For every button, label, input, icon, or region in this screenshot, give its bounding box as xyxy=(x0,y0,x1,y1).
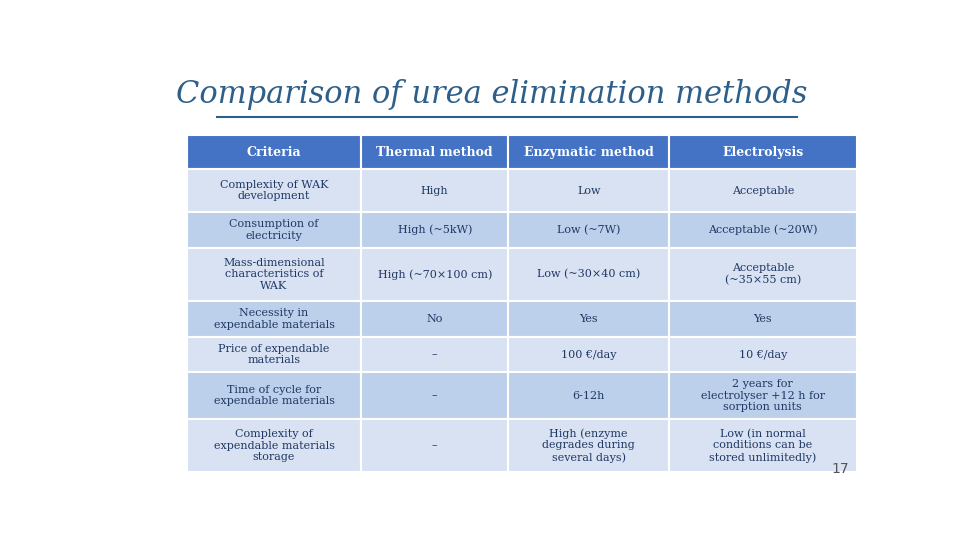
Bar xyxy=(669,419,856,472)
Bar xyxy=(187,419,361,472)
Bar xyxy=(669,136,856,169)
Text: Mass-dimensional
characteristics of
WAK: Mass-dimensional characteristics of WAK xyxy=(223,258,324,291)
Bar xyxy=(361,373,509,419)
Text: –: – xyxy=(432,390,438,401)
Text: 10 €/day: 10 €/day xyxy=(738,349,787,360)
Bar xyxy=(509,136,669,169)
Text: High (~5kW): High (~5kW) xyxy=(397,225,472,235)
Bar xyxy=(361,419,509,472)
Bar xyxy=(509,337,669,373)
Text: Yes: Yes xyxy=(580,314,598,324)
Text: 2 years for
electrolyser +12 h for
sorption units: 2 years for electrolyser +12 h for sorpt… xyxy=(701,379,825,412)
Bar xyxy=(187,248,361,301)
Text: Comparison of urea elimination methods: Comparison of urea elimination methods xyxy=(177,79,807,110)
Bar xyxy=(669,248,856,301)
Bar xyxy=(361,169,509,212)
Bar xyxy=(187,169,361,212)
Bar xyxy=(509,248,669,301)
Bar xyxy=(361,136,509,169)
Text: Complexity of WAK
development: Complexity of WAK development xyxy=(220,180,328,201)
Text: High: High xyxy=(420,186,448,195)
Text: Low: Low xyxy=(577,186,600,195)
Text: High (enzyme
degrades during
several days): High (enzyme degrades during several day… xyxy=(542,428,636,463)
Bar xyxy=(361,337,509,373)
Bar xyxy=(669,212,856,248)
Text: Acceptable: Acceptable xyxy=(732,186,794,195)
Text: Thermal method: Thermal method xyxy=(376,146,493,159)
Bar xyxy=(669,169,856,212)
Text: 17: 17 xyxy=(831,462,849,476)
Bar xyxy=(361,212,509,248)
Bar xyxy=(187,301,361,337)
Text: High (~70×100 cm): High (~70×100 cm) xyxy=(377,269,492,280)
Bar xyxy=(669,373,856,419)
Bar xyxy=(669,337,856,373)
Bar xyxy=(187,337,361,373)
Bar xyxy=(669,301,856,337)
Text: Low (~30×40 cm): Low (~30×40 cm) xyxy=(537,269,640,280)
Bar xyxy=(509,373,669,419)
Bar xyxy=(361,301,509,337)
Bar xyxy=(187,136,361,169)
Text: Complexity of
expendable materials
storage: Complexity of expendable materials stora… xyxy=(213,429,334,462)
Text: Low (~7W): Low (~7W) xyxy=(557,225,620,235)
Text: 6-12h: 6-12h xyxy=(572,390,605,401)
Text: –: – xyxy=(432,441,438,450)
Text: Enzymatic method: Enzymatic method xyxy=(524,146,654,159)
Text: 100 €/day: 100 €/day xyxy=(561,349,616,360)
Bar xyxy=(509,212,669,248)
Bar xyxy=(509,419,669,472)
Text: Price of expendable
materials: Price of expendable materials xyxy=(218,344,329,366)
Text: Low (in normal
conditions can be
stored unlimitedly): Low (in normal conditions can be stored … xyxy=(709,428,816,463)
Text: Acceptable
(~35×55 cm): Acceptable (~35×55 cm) xyxy=(725,264,801,285)
Text: Necessity in
expendable materials: Necessity in expendable materials xyxy=(213,308,334,330)
Bar xyxy=(187,373,361,419)
Text: Electrolysis: Electrolysis xyxy=(722,146,804,159)
Text: Consumption of
electricity: Consumption of electricity xyxy=(229,219,319,241)
Text: Time of cycle for
expendable materials: Time of cycle for expendable materials xyxy=(213,385,334,407)
Text: Acceptable (~20W): Acceptable (~20W) xyxy=(708,225,818,235)
Bar xyxy=(361,248,509,301)
Text: –: – xyxy=(432,349,438,360)
Text: No: No xyxy=(426,314,443,324)
Bar xyxy=(509,169,669,212)
Text: Yes: Yes xyxy=(754,314,772,324)
Bar xyxy=(187,212,361,248)
Bar xyxy=(509,301,669,337)
Text: Criteria: Criteria xyxy=(247,146,301,159)
